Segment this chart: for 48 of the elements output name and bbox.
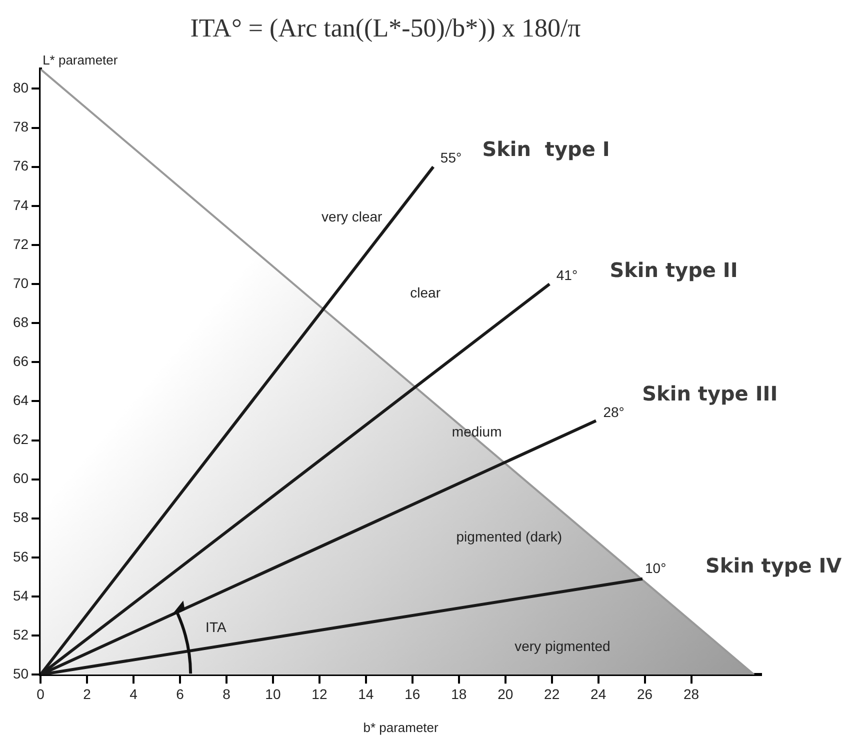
x-tick-label: 26 — [637, 686, 653, 702]
x-tick-label: 0 — [36, 686, 45, 702]
x-tick-label: 22 — [544, 686, 560, 702]
y-tick-label: 68 — [12, 314, 29, 330]
annotation: very clear — [322, 208, 383, 224]
x-tick-label: 2 — [83, 686, 92, 702]
annotation: very pigmented — [514, 638, 610, 654]
x-tick-label: 6 — [176, 686, 184, 702]
annotation: 28° — [603, 404, 624, 420]
y-tick-label: 66 — [12, 352, 29, 369]
annotation: pigmented (dark) — [456, 528, 562, 545]
annotation: medium — [452, 423, 502, 440]
x-tick-label: 20 — [498, 686, 514, 702]
chart-title: ITA° = (Arc tan((L*-50)/b*)) x 180/π — [190, 13, 581, 42]
x-tick-label: 4 — [130, 686, 138, 702]
x-tick-label: 10 — [265, 686, 281, 702]
x-tick-label: 16 — [404, 686, 420, 702]
x-tick-label: 14 — [358, 686, 374, 702]
y-axis-title: L* parameter — [42, 52, 118, 68]
annotation: 55° — [440, 150, 462, 166]
y-tick-label: 58 — [12, 509, 29, 526]
y-tick-label: 72 — [12, 236, 29, 252]
y-tick-label: 50 — [12, 665, 29, 682]
x-axis-title: b* parameter — [363, 720, 440, 735]
y-tick-label: 54 — [12, 587, 29, 604]
annotation: 41° — [556, 267, 578, 284]
y-tick-label: 74 — [12, 196, 29, 213]
annotation: clear — [410, 284, 441, 301]
annotation: Skin type II — [610, 258, 738, 282]
x-tick-label: 8 — [222, 686, 231, 702]
x-tick-label: 18 — [451, 686, 467, 702]
y-tick-label: 56 — [12, 548, 29, 564]
x-tick-label: 12 — [312, 686, 328, 702]
y-tick-label: 64 — [12, 392, 29, 408]
annotation: 10° — [645, 560, 666, 576]
annotation: ITA — [206, 618, 227, 635]
annotation: Skin type III — [642, 382, 778, 406]
y-tick-label: 78 — [12, 118, 29, 135]
x-tick-label: 28 — [683, 686, 700, 702]
y-tick-label: 52 — [12, 626, 29, 642]
annotation: Skin type IV — [706, 554, 842, 578]
y-tick-label: 76 — [12, 158, 29, 174]
y-tick-label: 80 — [12, 80, 29, 96]
annotation: Skin type I — [482, 137, 610, 162]
y-tick-label: 70 — [12, 274, 29, 291]
y-tick-label: 60 — [12, 470, 29, 486]
x-tick-label: 24 — [590, 686, 606, 702]
y-tick-label: 62 — [12, 431, 29, 448]
